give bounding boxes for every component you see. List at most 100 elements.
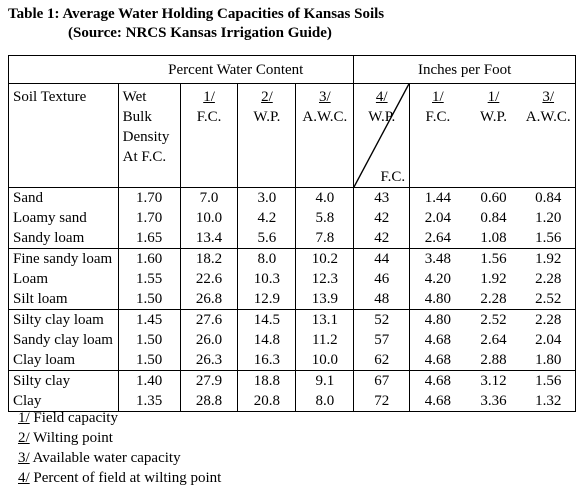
cell-pct-wp: 18.8 [237, 370, 296, 391]
cell-pct-fc: 27.9 [179, 370, 238, 391]
table-row: Fine sandy loam 1.60 18.2 8.0 10.2 44 3.48 1.56… [8, 248, 576, 269]
cell-in-wp: 1.92 [480, 271, 507, 287]
cell-wet-bulk-density: 1.50 [117, 350, 181, 371]
cell-pct-awc: 13.9 [295, 289, 354, 310]
cell-pct-fc: 7.0 [179, 187, 238, 208]
cell-pct-fc: 26.8 [179, 289, 238, 310]
cell-in-wp: 3.12 [480, 373, 507, 389]
cell-soil-texture: Loamy sand [13, 210, 87, 226]
cell-in-wp: 0.60 [480, 190, 507, 206]
diagonal-divider [354, 84, 410, 187]
cell-wp-over-fc: 46 [353, 269, 410, 289]
footnote-4: 4/ Percent of field at wilting point [18, 470, 222, 486]
cell-pct-wp: 10.3 [237, 269, 296, 289]
cell-in-awc: 1.56 [535, 373, 562, 389]
cell-wp-over-fc: 42 [353, 208, 410, 228]
cell-wet-bulk-density: 1.40 [117, 370, 181, 391]
cell-in-fc: 4.68 [409, 370, 466, 391]
cell-pct-wp: 3.0 [237, 187, 296, 208]
cell-pct-wp: 4.2 [237, 208, 296, 228]
cell-pct-awc: 12.3 [295, 269, 354, 289]
cell-pct-fc: 26.3 [179, 350, 238, 371]
cell-pct-fc: 27.6 [179, 309, 238, 330]
cell-in-awc: 1.20 [535, 210, 562, 226]
cell-in-awc: 1.32 [535, 393, 562, 409]
table-row: Loamy sand 1.70 10.0 4.2 5.8 42 2.04 0.84 1.20 [9, 208, 576, 228]
cell-soil-texture: Sandy clay loam [13, 332, 113, 348]
cell-soil-texture: Sandy loam [13, 230, 85, 246]
cell-in-awc: 1.80 [535, 352, 562, 368]
cell-in-wp: 0.84 [480, 210, 507, 226]
cell-in-wp: 2.52 [480, 312, 507, 328]
cell-wp-over-fc: 44 [353, 248, 410, 269]
cell-soil-texture: Loam [13, 271, 48, 287]
col-header-pct-wp: 2/ W.P. [237, 83, 296, 188]
cell-pct-fc: 28.8 [179, 391, 238, 412]
cell-in-wp: 3.36 [480, 393, 507, 409]
cell-pct-wp: 12.9 [237, 289, 296, 310]
cell-in-awc: 1.56 [535, 230, 562, 246]
cell-pct-awc: 11.2 [295, 330, 354, 350]
table-row: Sandy loam 1.65 13.4 5.6 7.8 42 2.64 1.08 1.56 [9, 228, 576, 249]
cell-in-fc: 2.64 [409, 228, 466, 249]
cell-wet-bulk-density: 1.45 [117, 309, 181, 330]
cell-in-fc: 4.80 [409, 289, 466, 310]
table-row: Sandy clay loam 1.50 26.0 14.8 11.2 57 4.68 2.6… [9, 330, 576, 350]
col-header-in-wp: 1/ W.P. [480, 89, 507, 125]
cell-wp-over-fc: 52 [353, 309, 410, 330]
title-line-2: (Source: NRCS Kansas Irrigation Guide) [68, 25, 332, 41]
col-header-wp-over-fc: 4/ W.P. F.C. [353, 83, 410, 188]
col-header-pct-awc: 3/ A.W.C. [295, 83, 354, 188]
cell-in-awc: 2.52 [535, 291, 562, 307]
cell-pct-awc: 4.0 [295, 187, 354, 208]
footnote-2: 2/ Wilting point [18, 430, 113, 446]
cell-pct-wp: 5.6 [237, 228, 296, 249]
cell-in-wp: 1.08 [480, 230, 507, 246]
cell-pct-wp: 16.3 [237, 350, 296, 371]
cell-pct-wp: 20.8 [237, 391, 296, 412]
cell-in-fc: 4.68 [409, 350, 466, 371]
cell-in-wp: 1.56 [480, 251, 507, 267]
cell-in-awc: 0.84 [535, 190, 562, 206]
cell-pct-awc: 9.1 [295, 370, 354, 391]
col-header-in-awc: 3/ A.W.C. [525, 89, 571, 125]
cell-in-wp: 2.28 [480, 291, 507, 307]
table-title: Table 1: Average Water Holding Capacitie… [8, 5, 384, 43]
cell-in-wp: 2.64 [480, 332, 507, 348]
cell-in-awc: 2.28 [535, 271, 562, 287]
table-row: Sand 1.70 7.0 3.0 4.0 43 1.44 0.60 0.84 [8, 187, 576, 208]
cell-soil-texture: Fine sandy loam [13, 251, 113, 267]
cell-pct-fc: 26.0 [179, 330, 238, 350]
group-header-inches: Inches per Foot [353, 55, 576, 84]
cell-pct-fc: 10.0 [179, 208, 238, 228]
cell-pct-awc: 8.0 [295, 391, 354, 412]
cell-soil-texture: Sand [13, 190, 43, 206]
cell-pct-awc: 10.0 [295, 350, 354, 371]
cell-wet-bulk-density: 1.65 [117, 228, 181, 249]
cell-wet-bulk-density: 1.70 [117, 187, 181, 208]
cell-wp-over-fc: 42 [353, 228, 410, 249]
cell-wet-bulk-density: 1.50 [117, 330, 181, 350]
table-row: Clay 1.35 28.8 20.8 8.0 72 4.68 3.36 1.32 [9, 391, 576, 412]
cell-pct-awc: 10.2 [295, 248, 354, 269]
footnote-1: 1/ Field capacity [18, 410, 118, 426]
cell-wet-bulk-density: 1.55 [117, 269, 181, 289]
table-row: Loam 1.55 22.6 10.3 12.3 46 4.20 1.92 2.28 [9, 269, 576, 289]
cell-in-awc: 2.04 [535, 332, 562, 348]
cell-in-wp: 2.88 [480, 352, 507, 368]
table-row: Silty clay loam 1.45 27.6 14.5 13.1 52 4.80 2.5… [8, 309, 576, 330]
cell-in-fc: 1.44 [409, 187, 466, 208]
col-header-wet-bulk: Wet Bulk Density At F.C. [117, 83, 181, 188]
cell-wet-bulk-density: 1.70 [117, 208, 181, 228]
cell-pct-fc: 18.2 [179, 248, 238, 269]
col-header-in-fc: 1/ F.C. [409, 83, 466, 188]
cell-in-fc: 4.80 [409, 309, 466, 330]
group-header-percent: Percent Water Content [168, 61, 304, 78]
col-header-soil-texture: Soil Texture [13, 89, 87, 105]
cell-pct-fc: 13.4 [179, 228, 238, 249]
water-capacity-table: Percent Water Content Inches per Foot So… [8, 55, 576, 412]
cell-pct-awc: 13.1 [295, 309, 354, 330]
cell-in-fc: 2.04 [409, 208, 466, 228]
cell-wp-over-fc: 72 [353, 391, 410, 412]
cell-pct-wp: 8.0 [237, 248, 296, 269]
